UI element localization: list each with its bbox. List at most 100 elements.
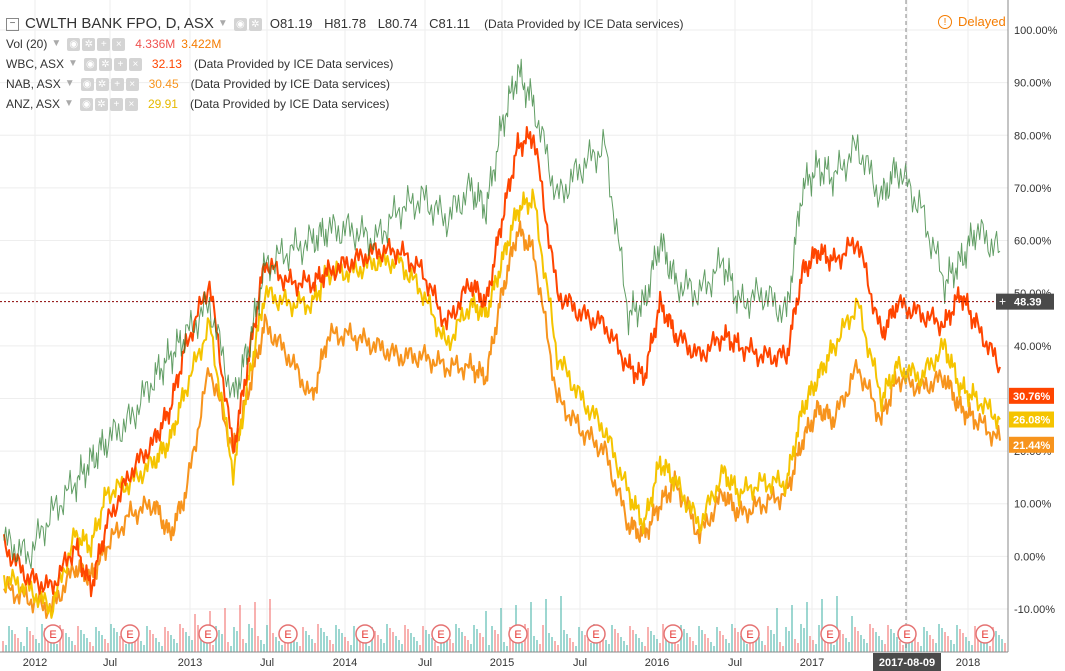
volume-bar (551, 637, 553, 652)
close-icon[interactable]: × (125, 77, 139, 91)
volume-bar (740, 636, 742, 652)
volume-bar (395, 636, 397, 652)
volume-bar (353, 626, 355, 652)
chevron-down-icon[interactable]: ▼ (217, 18, 228, 29)
volume-bar (401, 644, 403, 652)
chevron-down-icon[interactable]: ▼ (64, 98, 74, 109)
volume-bar (605, 640, 607, 652)
earnings-marker[interactable]: E (663, 624, 683, 644)
time-axis[interactable]: 2012 Jul 2013 Jul 2014 Jul 2015 Jul 2016 Jul 2017 2… (0, 651, 1008, 671)
volume-bar (722, 635, 724, 652)
earnings-marker[interactable]: E (355, 624, 375, 644)
volume-bar (344, 637, 346, 652)
volume-bar (236, 631, 238, 652)
volume-bar (20, 642, 22, 652)
volume-bar (626, 645, 628, 652)
volume-bar (698, 626, 700, 652)
earnings-marker[interactable]: E (43, 624, 63, 644)
add-icon[interactable]: + (110, 77, 124, 91)
add-icon[interactable]: + (999, 295, 1006, 309)
volume-bar (356, 630, 358, 652)
last-value-labels: 30.76% 26.08% 21.44% + 48.39 (996, 293, 1054, 453)
volume-bar (755, 633, 757, 652)
close-icon[interactable]: × (128, 57, 142, 71)
volume-bar (578, 627, 580, 652)
volume-bar (956, 625, 958, 652)
volume-bar (446, 635, 448, 652)
volume-bar (146, 626, 148, 652)
eye-icon[interactable]: ◉ (83, 57, 97, 71)
gear-icon[interactable]: ✲ (95, 77, 109, 91)
volume-bar (881, 640, 883, 652)
price-axis-tick-label: 40.00% (1014, 341, 1052, 353)
wbc-label[interactable]: WBC, ASX (6, 57, 65, 71)
eye-icon[interactable]: ◉ (233, 17, 247, 31)
earnings-marker[interactable]: E (897, 624, 917, 644)
volume-bar (857, 631, 859, 652)
volume-bar (176, 643, 178, 652)
chevron-down-icon[interactable]: ▼ (68, 58, 78, 69)
eye-icon[interactable]: ◉ (79, 97, 93, 111)
volume-bar (299, 646, 301, 652)
close-icon[interactable]: × (124, 97, 138, 111)
volume-bar (326, 636, 328, 652)
chevron-down-icon[interactable]: ▼ (64, 78, 75, 89)
close-icon[interactable]: × (112, 37, 126, 51)
volume-bar (914, 638, 916, 652)
collapse-legend-icon[interactable]: − (6, 17, 19, 31)
volume-bar (110, 624, 112, 652)
legend-anz-row: ANZ, ASX ▼ ◉ ✲ + × 29.91 (Data Provided by … (6, 94, 683, 114)
earnings-marker[interactable]: E (975, 624, 995, 644)
wbc-last-value-label: 30.76% (1013, 391, 1051, 403)
eye-icon[interactable]: ◉ (67, 37, 81, 51)
volume-bar (812, 640, 814, 652)
volume-bar (527, 628, 529, 652)
volume-label[interactable]: Vol (20) (6, 37, 48, 51)
gear-icon[interactable]: ✲ (94, 97, 108, 111)
time-axis-tick-label: 2015 (490, 657, 514, 669)
delayed-status[interactable]: ! Delayed (938, 14, 1006, 29)
volume-bar (911, 634, 913, 652)
add-icon[interactable]: + (97, 37, 111, 51)
earnings-marker[interactable]: E (198, 624, 218, 644)
open-value: 81.19 (279, 16, 313, 31)
anz-last-value-label: 26.08% (1013, 415, 1051, 427)
chevron-down-icon[interactable]: ▼ (51, 38, 62, 49)
gear-icon[interactable]: ✲ (82, 37, 96, 51)
volume-bar (701, 630, 703, 652)
earnings-marker[interactable]: E (740, 624, 760, 644)
earnings-marker[interactable]: E (508, 624, 528, 644)
volume-bar (38, 643, 40, 652)
anz-label[interactable]: ANZ, ASX (6, 97, 61, 111)
volume-bar (329, 640, 331, 652)
main-symbol-title[interactable]: CWLTH BANK FPO, D, ASX (25, 15, 214, 32)
gear-icon[interactable]: ✲ (98, 57, 112, 71)
volume-bar (968, 641, 970, 652)
earnings-marker[interactable]: E (120, 624, 140, 644)
add-icon[interactable]: + (109, 97, 123, 111)
nab-label[interactable]: NAB, ASX (6, 77, 61, 91)
eye-icon[interactable]: ◉ (80, 77, 94, 91)
volume-bar (476, 629, 478, 652)
volume-bar (518, 639, 520, 652)
volume-bar (896, 637, 898, 652)
volume-bar (167, 631, 169, 652)
anz-series-line (3, 188, 1001, 619)
price-axis[interactable]: 100.00%90.00%80.00%70.00%60.00%50.00%40.… (1007, 0, 1065, 671)
add-icon[interactable]: + (113, 57, 127, 71)
volume-bar (407, 629, 409, 652)
earnings-marker[interactable]: E (431, 624, 451, 644)
gear-icon[interactable]: ✲ (248, 17, 262, 31)
earnings-marker[interactable]: E (586, 624, 606, 644)
earnings-marker[interactable]: E (278, 624, 298, 644)
volume-bar (836, 596, 838, 652)
volume-bar (251, 628, 253, 652)
volume-bar (674, 640, 676, 652)
volume-bar (548, 633, 550, 652)
volume-bar (425, 630, 427, 652)
volume-bar (965, 637, 967, 652)
earnings-marker[interactable]: E (820, 624, 840, 644)
anz-value: 29.91 (147, 97, 178, 111)
